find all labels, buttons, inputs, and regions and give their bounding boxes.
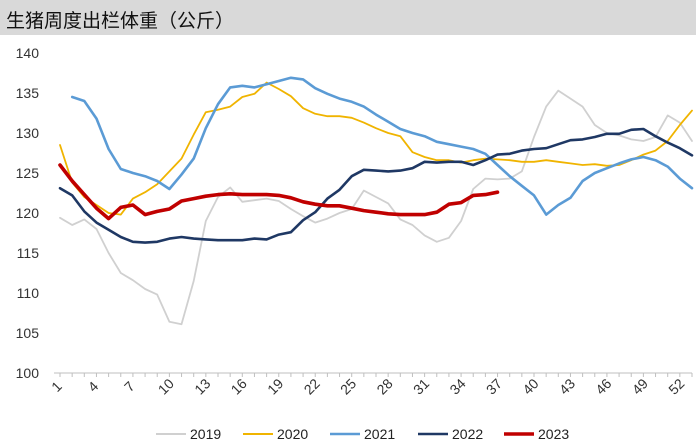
series-line-2021	[70, 76, 694, 216]
y-axis-ticks: 100 105 110 115 120 125 130 135 140	[16, 45, 40, 381]
x-tick-label: 10	[155, 375, 177, 397]
x-tick-label: 28	[373, 375, 395, 397]
x-tick-label: 40	[519, 375, 541, 397]
legend-label-2021: 2021	[364, 426, 395, 442]
x-tick-label: 22	[301, 375, 323, 397]
y-tick-label: 140	[16, 45, 40, 61]
series-line-2023	[58, 163, 500, 221]
x-tick-label: 1	[48, 378, 65, 395]
y-tick-label: 125	[16, 165, 40, 181]
legend-label-2019: 2019	[190, 426, 221, 442]
y-tick-label: 110	[17, 285, 40, 301]
title-bar: 生猪周度出栏体重（公斤）	[0, 0, 696, 35]
x-tick-label: 13	[191, 375, 213, 397]
legend-label-2023: 2023	[538, 426, 569, 442]
x-tick-label: 4	[85, 378, 102, 395]
y-tick-label: 100	[16, 365, 40, 381]
chart-title: 生猪周度出栏体重（公斤）	[6, 10, 235, 32]
x-tick-label: 16	[228, 375, 250, 397]
series-lines	[58, 76, 694, 326]
x-tick-label: 46	[592, 375, 614, 397]
y-tick-label: 115	[17, 245, 40, 261]
x-tick-label: 43	[556, 375, 578, 397]
series-line-2020	[59, 81, 693, 216]
x-tick-label: 7	[121, 378, 138, 395]
x-tick-label: 49	[629, 375, 651, 397]
series-line-2019	[59, 89, 693, 326]
x-tick-label: 25	[337, 375, 359, 397]
legend-label-2020: 2020	[277, 426, 308, 442]
x-tick-label: 37	[483, 375, 505, 397]
x-tick-label: 31	[410, 375, 432, 397]
legend: 2019 2020 2021 2022 2023	[156, 426, 569, 442]
y-tick-label: 135	[16, 85, 40, 101]
series-line-2022	[58, 127, 694, 244]
x-tick-label: 34	[446, 375, 468, 397]
y-tick-label: 130	[16, 125, 40, 141]
legend-label-2022: 2022	[452, 426, 483, 442]
y-tick-label: 120	[16, 205, 40, 221]
x-tick-label: 19	[264, 375, 286, 397]
x-axis: 1 4 7 10 13 16 19 22 25 28 31 34 37 40 43 46 49 52	[48, 372, 693, 398]
x-tick-label: 52	[665, 375, 687, 397]
y-tick-label: 105	[16, 325, 40, 341]
